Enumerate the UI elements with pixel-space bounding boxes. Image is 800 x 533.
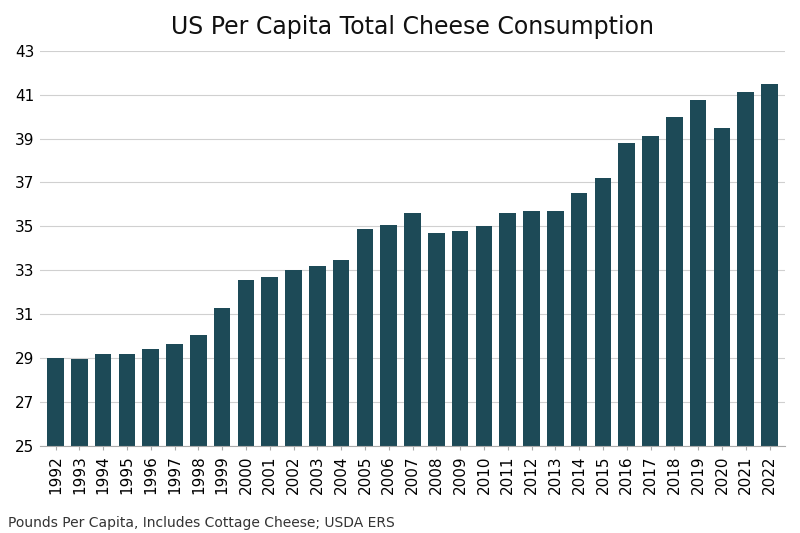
Bar	[357, 229, 374, 446]
Bar	[475, 227, 492, 446]
Bar	[452, 231, 469, 446]
Text: Pounds Per Capita, Includes Cottage Cheese; USDA ERS: Pounds Per Capita, Includes Cottage Chee…	[8, 516, 394, 530]
Bar	[594, 178, 611, 446]
Bar	[618, 143, 635, 446]
Bar	[738, 92, 754, 446]
Title: US Per Capita Total Cheese Consumption: US Per Capita Total Cheese Consumption	[171, 15, 654, 39]
Bar	[285, 270, 302, 446]
Bar	[690, 100, 706, 446]
Bar	[570, 193, 587, 446]
Bar	[499, 213, 516, 446]
Bar	[523, 211, 540, 446]
Bar	[47, 358, 64, 446]
Bar	[238, 280, 254, 446]
Bar	[547, 211, 564, 446]
Bar	[380, 225, 397, 446]
Bar	[333, 261, 350, 446]
Bar	[166, 344, 183, 446]
Bar	[309, 266, 326, 446]
Bar	[142, 350, 159, 446]
Bar	[642, 136, 659, 446]
Bar	[190, 335, 206, 446]
Bar	[94, 354, 111, 446]
Bar	[214, 308, 230, 446]
Bar	[714, 127, 730, 446]
Bar	[666, 117, 682, 446]
Bar	[71, 359, 88, 446]
Bar	[428, 233, 445, 446]
Bar	[262, 277, 278, 446]
Bar	[404, 213, 421, 446]
Bar	[118, 354, 135, 446]
Bar	[761, 84, 778, 446]
